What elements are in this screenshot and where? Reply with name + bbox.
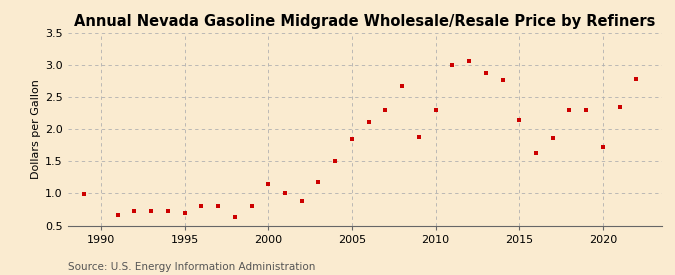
Point [397,83,408,88]
Point [514,118,524,122]
Point [547,135,558,140]
Point [531,151,541,155]
Point [213,204,223,208]
Point [447,63,458,67]
Point [263,182,273,187]
Point [230,215,240,219]
Title: Annual Nevada Gasoline Midgrade Wholesale/Resale Price by Refiners: Annual Nevada Gasoline Midgrade Wholesal… [74,14,655,29]
Point [564,108,575,112]
Point [346,137,357,141]
Point [481,71,491,75]
Point [296,199,307,203]
Point [313,180,324,184]
Point [614,104,625,109]
Point [363,119,374,124]
Point [163,209,173,214]
Point [414,135,425,139]
Y-axis label: Dollars per Gallon: Dollars per Gallon [31,79,40,179]
Point [246,204,257,208]
Point [580,108,591,112]
Point [597,145,608,149]
Point [464,59,475,64]
Text: Source: U.S. Energy Information Administration: Source: U.S. Energy Information Administ… [68,262,315,272]
Point [430,108,441,112]
Point [129,208,140,213]
Point [196,204,207,208]
Point [279,191,290,195]
Point [330,159,341,164]
Point [380,108,391,112]
Point [631,77,642,81]
Point [180,211,190,216]
Point [497,78,508,82]
Point [79,192,90,196]
Point [146,209,157,214]
Point [112,213,123,218]
